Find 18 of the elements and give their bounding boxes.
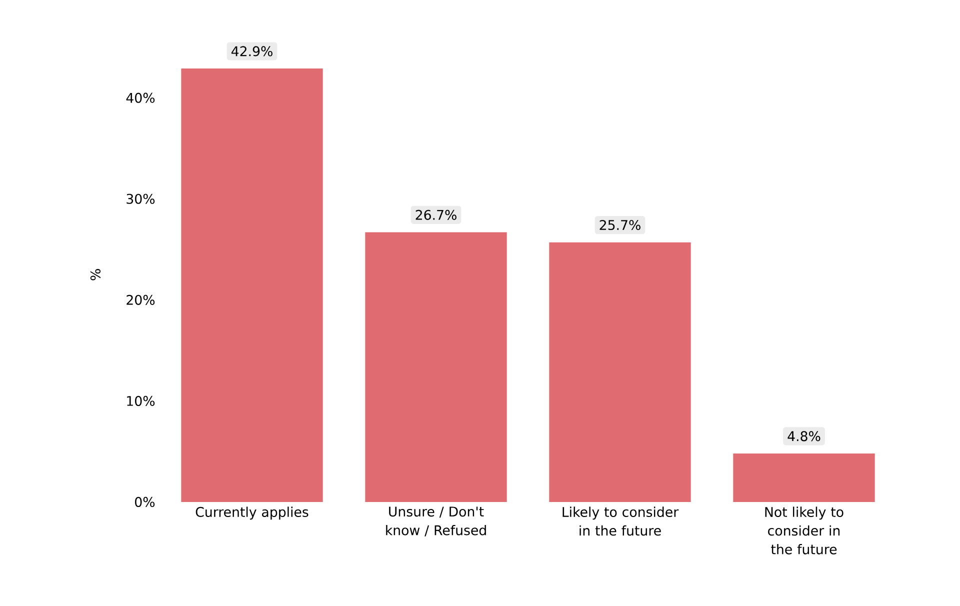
data-label: 42.9% xyxy=(231,46,272,56)
y-tick-label: 30% xyxy=(126,194,155,204)
y-tick-label: 10% xyxy=(127,396,155,406)
bar xyxy=(549,242,691,502)
y-tick-label: 0% xyxy=(135,496,155,508)
x-tick-label: Likely to consider in the future xyxy=(562,506,679,536)
bar xyxy=(365,232,507,502)
y-tick-label: 20% xyxy=(126,294,155,305)
x-tick-label: Currently applies xyxy=(196,506,308,520)
data-label: 26.7% xyxy=(416,210,456,220)
data-label: 25.7% xyxy=(600,220,640,230)
bar xyxy=(181,68,323,502)
data-label: 4.8% xyxy=(788,431,820,442)
bar xyxy=(733,453,875,502)
y-axis-title: % xyxy=(90,269,101,280)
y-tick-label: 40% xyxy=(126,92,155,103)
x-tick-label: Unsure / Don't know / Refused xyxy=(386,506,486,536)
x-tick-label: Not likely to consider in the future xyxy=(765,506,844,554)
